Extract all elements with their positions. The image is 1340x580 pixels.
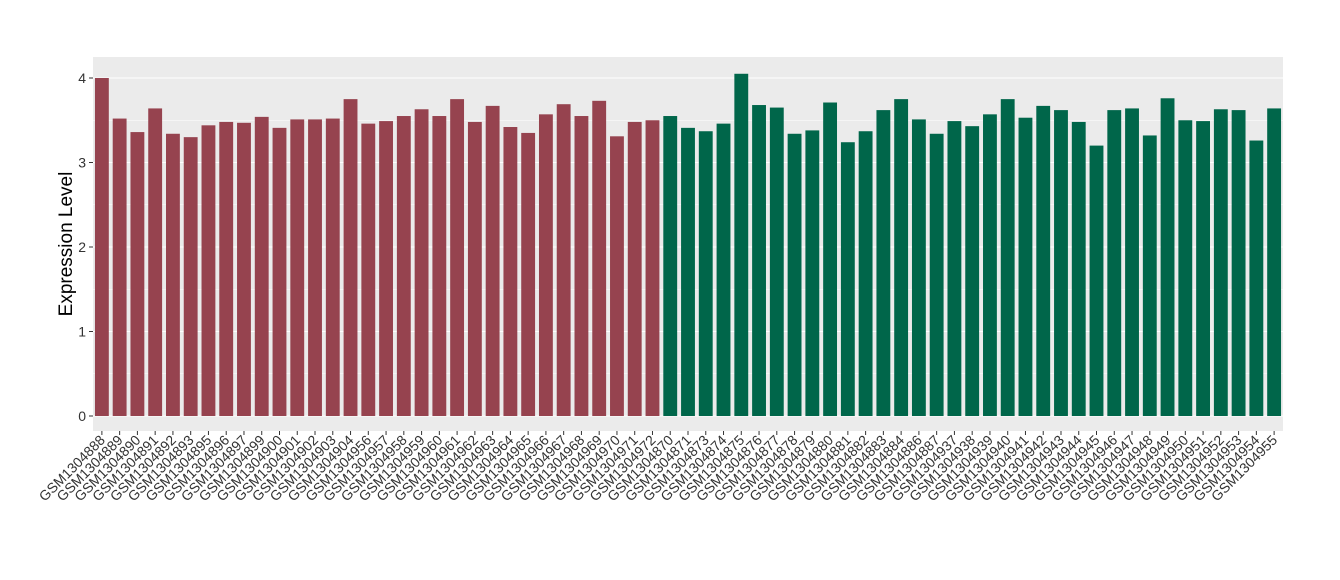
bar-GSM1304897 bbox=[237, 122, 251, 416]
bar-GSM1304895 bbox=[201, 125, 216, 416]
y-tick-label: 1 bbox=[78, 324, 86, 340]
bar-GSM1304950 bbox=[1178, 120, 1193, 416]
bar-GSM1304958 bbox=[396, 116, 411, 417]
y-tick-label: 3 bbox=[78, 155, 86, 171]
bar-GSM1304971 bbox=[627, 121, 642, 416]
y-axis: 0 1 2 3 4 bbox=[78, 70, 93, 424]
bar-GSM1304972 bbox=[645, 120, 660, 416]
bar-GSM1304877 bbox=[769, 107, 784, 416]
bar-GSM1304884 bbox=[894, 99, 909, 416]
bar-GSM1304947 bbox=[1125, 108, 1139, 417]
x-axis: GSM1304888GSM1304889GSM1304890GSM1304891… bbox=[36, 431, 1280, 504]
bar-GSM1304899 bbox=[254, 116, 269, 417]
bar-GSM1304937 bbox=[947, 121, 962, 416]
bar-GSM1304900 bbox=[272, 127, 287, 416]
bar-GSM1304938 bbox=[965, 126, 980, 416]
bar-GSM1304887 bbox=[929, 133, 944, 416]
y-axis-title: Expression Level bbox=[56, 172, 77, 317]
bar-GSM1304874 bbox=[716, 123, 731, 416]
y-tick-label: 0 bbox=[78, 408, 86, 424]
bar-GSM1304888 bbox=[94, 78, 109, 416]
y-tick-label: 2 bbox=[78, 239, 86, 255]
bar-GSM1304893 bbox=[183, 137, 198, 416]
bar-GSM1304959 bbox=[414, 109, 429, 416]
bar-GSM1304903 bbox=[325, 118, 340, 416]
bar-GSM1304891 bbox=[148, 108, 163, 417]
bar-GSM1304882 bbox=[858, 131, 873, 417]
bar-GSM1304951 bbox=[1196, 121, 1211, 416]
bar-GSM1304892 bbox=[165, 133, 180, 416]
bar-GSM1304952 bbox=[1213, 109, 1228, 416]
bar-GSM1304965 bbox=[521, 132, 536, 417]
bar-GSM1304946 bbox=[1107, 110, 1122, 417]
bar-GSM1304966 bbox=[538, 114, 553, 417]
bar-GSM1304871 bbox=[681, 127, 695, 416]
bar-GSM1304939 bbox=[983, 114, 997, 417]
bar-GSM1304878 bbox=[787, 133, 802, 416]
bar-GSM1304944 bbox=[1071, 121, 1086, 416]
bar-GSM1304957 bbox=[379, 121, 393, 416]
bar-GSM1304962 bbox=[467, 121, 482, 416]
bar-GSM1304967 bbox=[556, 104, 571, 416]
bar-GSM1304940 bbox=[1000, 99, 1015, 416]
bar-GSM1304901 bbox=[290, 119, 305, 416]
bar-GSM1304942 bbox=[1036, 105, 1051, 416]
bar-GSM1304956 bbox=[361, 123, 376, 416]
bar-GSM1304964 bbox=[503, 127, 518, 416]
bar-GSM1304948 bbox=[1142, 135, 1157, 416]
bar-GSM1304949 bbox=[1160, 98, 1175, 416]
bar-GSM1304943 bbox=[1054, 110, 1068, 417]
bar-GSM1304955 bbox=[1267, 108, 1282, 417]
bar-GSM1304896 bbox=[219, 121, 234, 416]
bars bbox=[94, 73, 1282, 417]
bar-GSM1304886 bbox=[911, 119, 926, 416]
bar-GSM1304890 bbox=[130, 132, 145, 416]
bar-GSM1304963 bbox=[485, 105, 500, 416]
bar-GSM1304873 bbox=[698, 131, 713, 417]
bar-GSM1304902 bbox=[308, 119, 322, 416]
bar-GSM1304880 bbox=[823, 102, 838, 416]
y-tick-label: 4 bbox=[78, 70, 86, 86]
bar-GSM1304875 bbox=[734, 73, 749, 417]
bar-GSM1304968 bbox=[574, 116, 589, 417]
bar-GSM1304904 bbox=[343, 99, 358, 416]
bar-GSM1304876 bbox=[752, 105, 766, 416]
bar-GSM1304961 bbox=[450, 99, 465, 416]
bar-GSM1304881 bbox=[840, 142, 855, 416]
bar-GSM1304969 bbox=[592, 100, 607, 416]
bar-GSM1304953 bbox=[1231, 110, 1246, 417]
bar-GSM1304883 bbox=[876, 110, 891, 417]
bar-GSM1304879 bbox=[805, 130, 820, 416]
bar-GSM1304954 bbox=[1249, 140, 1264, 416]
bar-GSM1304970 bbox=[610, 136, 624, 416]
bar-GSM1304945 bbox=[1089, 145, 1104, 416]
bar-GSM1304889 bbox=[112, 118, 127, 416]
bar-GSM1304870 bbox=[663, 116, 678, 417]
bar-GSM1304960 bbox=[432, 116, 447, 417]
bar-GSM1304941 bbox=[1018, 117, 1033, 416]
